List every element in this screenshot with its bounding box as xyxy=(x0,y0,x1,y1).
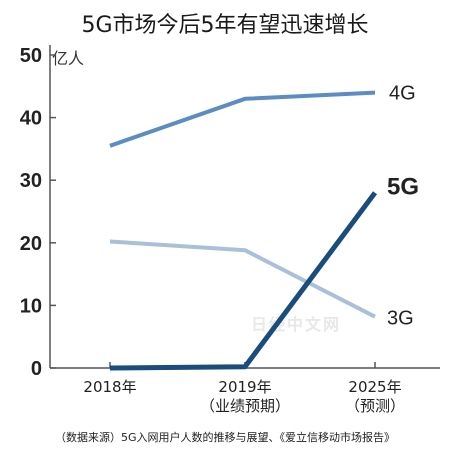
series-label-3G: 3G xyxy=(387,308,414,330)
series-line-3G xyxy=(109,239,376,319)
series-line-4G xyxy=(109,90,376,148)
y-tick-label: 10 xyxy=(20,295,42,317)
x-tick-label: 2025年 xyxy=(348,378,401,396)
x-tick-label: （业绩预期） xyxy=(200,397,290,415)
x-tick-label: （预测） xyxy=(345,397,405,415)
source-note: （数据来源）5G入网用户人数的推移与展望、《爱立信移动市场报告》 xyxy=(55,430,395,444)
y-axis-unit: 亿人 xyxy=(52,49,84,68)
series-label-4G: 4G xyxy=(389,83,416,105)
y-tick-label: 20 xyxy=(20,233,42,255)
x-tick-label: 2018年 xyxy=(83,378,136,396)
watermark-text: 日经中文网 xyxy=(251,315,341,334)
axes: 0 10 20 30 40 50 2018年 2019年（业绩预期） 2025年（预测） xyxy=(20,45,440,415)
y-tick-label: 40 xyxy=(20,108,42,130)
chart-title: 5G市场今后5年有望迅速增长 xyxy=(81,13,368,38)
y-tick-label: 30 xyxy=(20,170,42,192)
series-lines: 4G 3G 5G xyxy=(109,83,419,371)
series-line-5G xyxy=(109,191,378,371)
series-label-5G: 5G xyxy=(387,174,419,201)
y-tick-label: 50 xyxy=(20,45,42,67)
y-tick-label: 0 xyxy=(31,358,42,380)
x-tick-label: 2019年 xyxy=(218,378,271,396)
